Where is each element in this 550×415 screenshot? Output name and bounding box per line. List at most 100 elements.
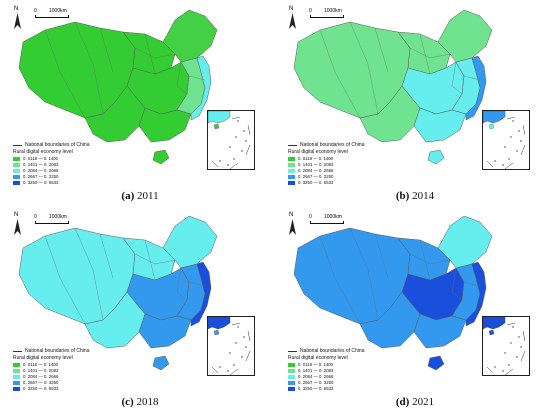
scale-km: 1000km — [324, 8, 342, 14]
province-boundary — [144, 239, 156, 281]
legend-swatch — [13, 157, 20, 161]
province-boundary — [99, 27, 114, 73]
legend-range: 0. 2084 — 0. 2666 — [23, 168, 59, 173]
panel-label: (c) — [121, 396, 134, 408]
region-northeast — [162, 9, 218, 63]
legend-item: 0. 2667 — 0. 3250 — [288, 174, 408, 180]
legend-boundary: National boundaries of China — [13, 142, 133, 149]
scale-zero: 0 — [34, 214, 37, 220]
region-south — [413, 107, 467, 143]
legend-swatch — [13, 363, 20, 367]
scale-zero: 0 — [34, 8, 37, 14]
scale-line — [310, 15, 344, 18]
legend-swatch — [288, 175, 295, 179]
legend-item: 0. 1401 — 0. 2083 — [288, 162, 408, 168]
region-south — [138, 107, 192, 143]
legend-item: 0. 2084 — 0. 2666 — [288, 374, 408, 380]
panel-caption: (c) 2018 — [5, 396, 275, 408]
legend-swatch — [13, 387, 20, 391]
legend-swatch — [13, 375, 20, 379]
province-boundary — [374, 27, 389, 73]
legend-range: 0. 1401 — 0. 2083 — [23, 368, 59, 373]
region-northeast — [437, 9, 493, 63]
province-boundary — [374, 233, 389, 279]
panel-caption: (a) 2011 — [5, 190, 275, 202]
province-boundary — [188, 75, 206, 81]
legend-swatch — [288, 181, 295, 185]
legend-swatch — [13, 175, 20, 179]
legend-range: 0. 2667 — 0. 3250 — [298, 174, 334, 179]
legend-swatch — [288, 381, 295, 385]
legend-item: 0. 2667 — 0. 3250 — [13, 174, 133, 180]
scale-bar: 0 1000km — [309, 8, 350, 20]
scale-zero: 0 — [309, 214, 312, 220]
legend-item: 0. 0118 — 0. 1400 — [13, 156, 133, 162]
legend-item: 0. 3250 — 0. 6533 — [13, 386, 133, 392]
map-legend: National boundaries of China Rural digita… — [13, 348, 133, 392]
province-boundary — [99, 233, 114, 279]
province-boundary — [419, 239, 431, 281]
north-label: N — [289, 212, 294, 218]
province-boundary — [451, 61, 463, 95]
province-boundary — [188, 281, 206, 287]
legend-swatch — [13, 369, 20, 373]
legend-swatch — [288, 163, 295, 167]
panel-caption: (b) 2014 — [280, 190, 550, 202]
region-south — [413, 313, 467, 349]
panel-label: (b) — [395, 190, 410, 202]
north-label: N — [289, 6, 294, 12]
region-hainan — [427, 355, 445, 371]
legend-range: 0. 3250 — 0. 6533 — [23, 180, 59, 185]
legend-range: 0. 3250 — 0. 6533 — [298, 386, 334, 391]
region-south — [138, 313, 192, 349]
region-northeast — [437, 215, 493, 269]
scale-bar: 0 1000km — [34, 214, 75, 226]
legend-range: 0. 2084 — 0. 2666 — [298, 168, 334, 173]
north-arrow: N — [11, 6, 27, 36]
province-boundary — [463, 75, 481, 81]
scale-km: 1000km — [49, 214, 67, 220]
legend-item: 0. 2084 — 0. 2666 — [288, 168, 408, 174]
legend-range: 0. 1401 — 0. 2083 — [298, 162, 334, 167]
panel-year: 2011 — [134, 190, 159, 202]
legend-title: Rural digital economy level — [13, 355, 73, 361]
scale-line — [310, 221, 344, 224]
legend-range: 0. 0118 — 0. 1400 — [298, 362, 334, 367]
map-panel-d: N 0 1000km National boundaries of China Rura… — [280, 208, 550, 413]
region-hainan — [152, 149, 170, 165]
province-boundary — [74, 227, 104, 321]
legend-swatch — [13, 181, 20, 185]
legend-swatch — [288, 369, 295, 373]
legend-swatch — [288, 375, 295, 379]
province-boundary — [409, 253, 451, 265]
scale-line — [35, 15, 69, 18]
china-map — [293, 9, 495, 165]
legend-item: 0. 3250 — 0. 6533 — [288, 386, 408, 392]
panel-year: 2021 — [409, 396, 435, 408]
legend-item: 0. 3250 — 0. 6533 — [13, 180, 133, 186]
province-boundary — [451, 267, 463, 301]
map-panel-a: N 0 1000km National boundaries of China Rura… — [5, 2, 275, 207]
legend-item: 0. 1401 — 0. 2083 — [288, 368, 408, 374]
legend-item: 0. 0118 — 0. 1400 — [13, 362, 133, 368]
legend-boundary: National boundaries of China — [288, 142, 408, 149]
legend-item: 0. 1401 — 0. 2083 — [13, 368, 133, 374]
region-coast — [465, 261, 487, 327]
legend-swatch — [288, 157, 295, 161]
north-label: N — [14, 6, 19, 12]
panel-label: (d) — [395, 396, 410, 408]
scale-km: 1000km — [324, 214, 342, 220]
panel-year: 2014 — [409, 190, 435, 202]
legend-range: 0. 1401 — 0. 2083 — [23, 162, 59, 167]
province-boundary — [409, 47, 451, 59]
legend-swatch — [288, 363, 295, 367]
legend-item: 0. 0118 — 0. 1400 — [288, 362, 408, 368]
region-hainan — [152, 355, 170, 371]
legend-range: 0. 1401 — 0. 2083 — [298, 368, 334, 373]
legend-swatch — [13, 169, 20, 173]
legend-range: 0. 2667 — 0. 3250 — [298, 380, 334, 385]
map-panel-b: N 0 1000km National boundaries of China Rura… — [280, 2, 550, 207]
north-label: N — [14, 212, 19, 218]
legend-range: 0. 2667 — 0. 3250 — [23, 380, 59, 385]
legend-title: Rural digital economy level — [288, 355, 348, 361]
